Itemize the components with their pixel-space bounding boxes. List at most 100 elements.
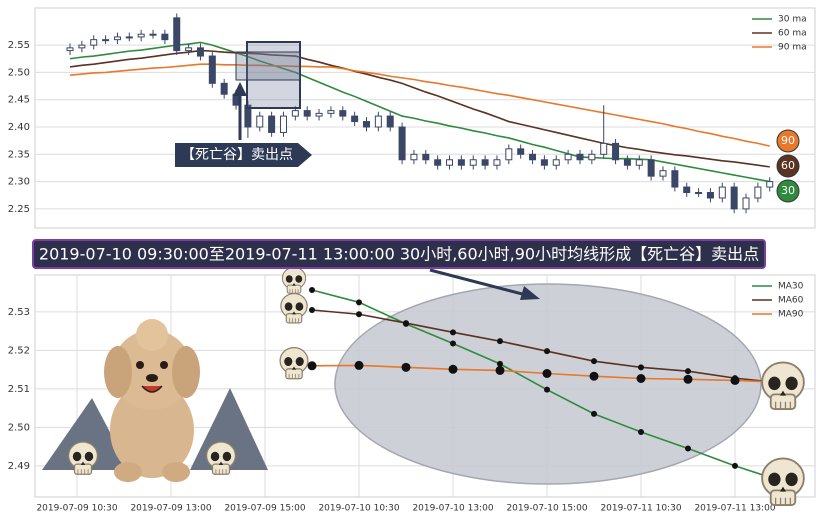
candle-body <box>102 39 110 42</box>
legend-label: MA90 <box>778 310 804 320</box>
candle-body <box>90 39 98 46</box>
candle-body <box>220 82 228 95</box>
candle-body <box>339 110 347 117</box>
badge <box>776 129 800 153</box>
x-tick-label: 2019-07-09 13:00 <box>130 504 211 514</box>
top-chart: 2.25 2.30 2.35 2.40 2.45 2.50 2.55 30 ma 60 ma 90… <box>8 13 815 215</box>
point <box>309 307 315 314</box>
candle-body <box>695 192 703 195</box>
candle-body <box>529 153 537 161</box>
candle-body <box>256 115 264 128</box>
arrowhead <box>520 286 540 300</box>
x-tick-label: 2019-07-10 13:00 <box>412 504 493 514</box>
point <box>401 362 411 372</box>
candle-body <box>552 159 560 166</box>
point <box>591 410 597 417</box>
candle-body <box>481 159 489 166</box>
badge-label: 90 <box>781 134 795 147</box>
candle-body <box>137 33 145 38</box>
candle-body <box>434 159 442 166</box>
annotation-box <box>175 143 312 167</box>
candle-body <box>279 115 287 133</box>
point <box>497 360 503 367</box>
point <box>497 338 503 345</box>
x-tick-label: 2019-07-11 13:00 <box>694 504 775 514</box>
point <box>307 361 317 371</box>
candle-body <box>161 33 169 41</box>
annotation-text: 【死亡谷】卖出点 <box>181 147 293 163</box>
candle-body <box>386 115 394 128</box>
badge <box>776 179 800 203</box>
legend-label: 90 ma <box>778 43 807 53</box>
legend-label: 60 ma <box>778 29 807 39</box>
candle-body <box>374 115 382 128</box>
point <box>685 445 691 452</box>
badge-label: 60 <box>781 159 795 172</box>
banner <box>32 239 766 269</box>
highlight-box <box>235 51 301 81</box>
ma-line <box>69 63 770 147</box>
candle-body <box>600 142 608 155</box>
point <box>685 368 691 375</box>
candle-body <box>683 186 691 194</box>
point <box>544 348 550 355</box>
candle-body <box>113 36 121 41</box>
ma-line <box>69 49 770 168</box>
candle-body <box>185 47 193 52</box>
candle-body <box>505 148 513 161</box>
candle-body <box>268 115 276 133</box>
point <box>495 365 505 375</box>
y-tick-label: 2.25 <box>8 204 30 215</box>
point <box>356 299 362 306</box>
candle-body <box>517 148 525 155</box>
candle-body <box>66 47 74 52</box>
point <box>544 386 550 393</box>
point <box>309 287 315 294</box>
candle-body <box>754 186 762 199</box>
candle-body <box>742 197 750 210</box>
candle-body <box>149 33 157 36</box>
arrow <box>429 268 531 298</box>
x-tick-label: 2019-07-09 10:30 <box>36 504 117 514</box>
candle-body <box>766 181 774 188</box>
candle-body <box>647 159 655 177</box>
point <box>356 311 362 318</box>
candle-body <box>623 159 631 166</box>
x-tick-label: 2019-07-10 10:30 <box>318 504 399 514</box>
y-tick-label: 2.35 <box>8 149 30 160</box>
y-tick-label: 2.45 <box>8 95 30 106</box>
point <box>636 373 646 383</box>
candle-body <box>327 110 335 114</box>
top-plot-area <box>34 7 816 229</box>
point <box>591 358 597 365</box>
point <box>638 364 644 371</box>
candle-body <box>564 153 572 161</box>
y-tick-label: 2.49 <box>8 461 30 472</box>
candle-body <box>196 47 204 57</box>
point <box>354 360 364 370</box>
y-tick-label: 2.30 <box>8 177 30 188</box>
candle-body <box>671 170 679 188</box>
candle-body <box>469 159 477 166</box>
legend-label: 30 ma <box>778 15 807 25</box>
candle-body <box>351 115 359 123</box>
candle-body <box>576 153 584 161</box>
y-tick-label: 2.40 <box>8 122 30 133</box>
point <box>403 320 409 327</box>
badge <box>776 154 800 178</box>
candle-body <box>125 36 133 39</box>
skull <box>761 457 805 507</box>
candle-body <box>706 192 714 199</box>
candle-body <box>635 159 643 166</box>
x-tick-label: 2019-07-09 15:00 <box>224 504 305 514</box>
y-tick-label: 2.50 <box>8 67 30 78</box>
candle-body <box>208 55 216 84</box>
point <box>448 364 458 374</box>
legend-label: MA60 <box>778 296 804 306</box>
candle-body <box>422 153 430 161</box>
candle-body <box>363 121 370 128</box>
y-tick-label: 2.55 <box>8 40 30 51</box>
y-tick-label: 2.52 <box>8 345 30 356</box>
banner-text: 2019-07-10 09:30:00至2019-07-11 13:00:00 … <box>39 245 759 264</box>
